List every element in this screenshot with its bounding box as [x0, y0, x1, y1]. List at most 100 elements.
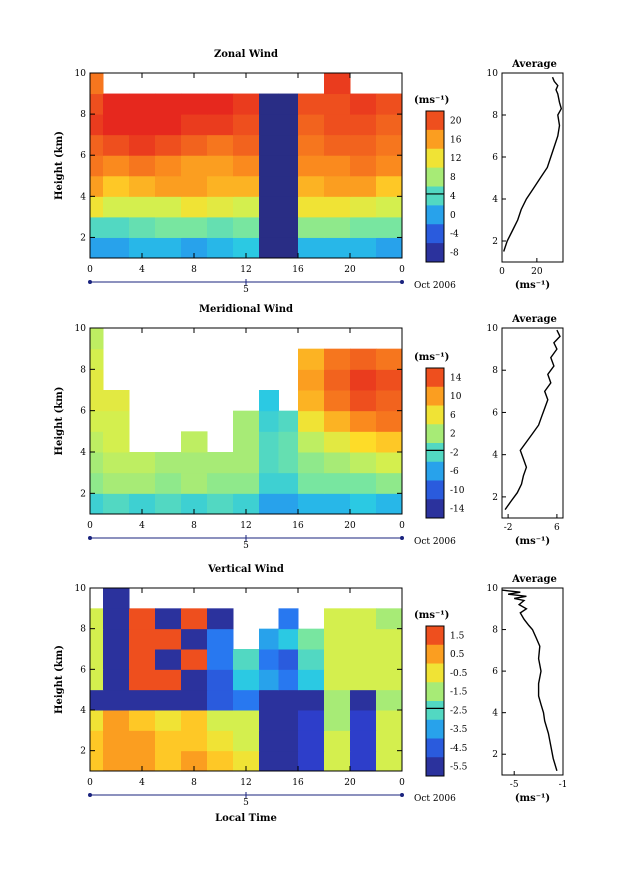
colorbar-unit: (ms⁻¹) [414, 95, 449, 106]
heatmap-cell [207, 155, 234, 177]
colorbar-segment [426, 129, 444, 150]
heatmap-cell [129, 93, 156, 115]
colorbar-frame [425, 110, 445, 263]
colorbar-segment [426, 719, 444, 739]
heatmap-cell [259, 410, 279, 432]
day-bar-start [88, 793, 92, 797]
heatmap-cell [181, 175, 208, 197]
avg-y-tick-label: 6 [492, 153, 498, 163]
heatmap-cell [350, 348, 377, 370]
heatmap-cell [207, 710, 234, 731]
heatmap-cell [259, 114, 279, 136]
heatmap-cell [324, 628, 351, 650]
heatmap-cell [324, 452, 351, 474]
day-bar-end [400, 793, 404, 797]
heatmap-cell [129, 669, 156, 691]
y-tick-label: 4 [80, 448, 86, 458]
avg-x-tick-label: 0 [499, 267, 505, 277]
heatmap-cell [278, 237, 299, 259]
heatmap-cell [233, 750, 260, 772]
heatmap-cell [298, 493, 325, 515]
heatmap-cell [259, 493, 279, 515]
heatmap-cell [181, 730, 208, 752]
heatmap-cell [129, 730, 156, 752]
heatmap-cell [350, 710, 377, 731]
colorbar-unit: (ms⁻¹) [414, 352, 449, 363]
heatmap-cell [298, 196, 325, 218]
heatmap-cell [298, 93, 325, 115]
heatmap-cell [103, 155, 130, 177]
heatmap-cell [278, 216, 299, 238]
heatmap-cell [103, 588, 130, 609]
heatmap-cell [90, 175, 104, 197]
heatmap-cell [376, 114, 403, 136]
heatmap-cell [259, 472, 279, 494]
heatmap-cell [259, 155, 279, 177]
heatmap-cell [298, 472, 325, 494]
heatmap-cell [278, 114, 299, 136]
colorbar-tick-label: -14 [450, 505, 465, 515]
avg-y-tick-label: 4 [492, 195, 498, 205]
heatmap-cell [350, 369, 377, 391]
heatmap-cell [103, 750, 130, 772]
heatmap-cell [233, 649, 260, 670]
colorbar-tick-label: -2.5 [450, 706, 468, 716]
day-bar-start [88, 280, 92, 284]
colorbar-tick-label: -3.5 [450, 725, 468, 735]
colorbar-tick-label: 14 [450, 373, 462, 383]
heatmap-cell [324, 196, 351, 218]
heatmap-cell [298, 134, 325, 156]
colorbar-tick-label: 16 [450, 135, 462, 145]
colorbar-segment [426, 663, 444, 683]
heatmap-cell [298, 175, 325, 197]
heatmap-cell [233, 134, 260, 156]
average-title: Average [511, 574, 557, 585]
heatmap-cell [350, 750, 377, 772]
heatmap-cell [155, 730, 182, 752]
average-frame [501, 327, 564, 519]
heatmap-cell [259, 431, 279, 453]
avg-y-tick-label: 6 [492, 408, 498, 418]
heatmap-cell [298, 431, 325, 453]
heatmap-cell [278, 175, 299, 197]
avg-y-tick-label: 10 [487, 324, 499, 334]
heatmap-cell [259, 216, 279, 238]
heatmap-cells [90, 328, 403, 515]
heatmap-cell [207, 114, 234, 136]
heatmap-cell [181, 93, 208, 115]
heatmap-cell [324, 134, 351, 156]
heatmap-cell [233, 710, 260, 731]
colorbar-segment [426, 186, 444, 206]
heatmap-cell [324, 669, 351, 691]
average-profile-line [503, 76, 563, 252]
heatmap-cell [129, 689, 156, 711]
heatmap-cell [350, 628, 377, 650]
x-tick-label: 12 [240, 778, 251, 788]
colorbar-frame [425, 625, 445, 777]
y-tick-label: 6 [80, 407, 86, 417]
heatmap-cell [278, 472, 299, 494]
heatmap-cell [155, 710, 182, 731]
x-tick-label: 12 [240, 521, 251, 531]
panel-1: Meridional Wind 2 4 6 8 10 0 4 8 12 16 20 0 Height (k… [54, 304, 564, 551]
heatmap-cell [259, 750, 279, 772]
x-tick-label: 4 [139, 521, 145, 531]
heatmap-cell [233, 472, 260, 494]
heatmap-cell [90, 730, 104, 752]
colorbar-tick-label: 1.5 [450, 631, 465, 641]
heatmap-cell [181, 472, 208, 494]
heatmap-cell [181, 431, 208, 453]
heatmap-cell [278, 628, 299, 650]
heatmap-cell [376, 750, 403, 772]
heatmap-cell [103, 669, 130, 691]
heatmap-cell [324, 410, 351, 432]
colorbar-tick-label: 12 [450, 154, 461, 164]
heatmap-cell [103, 175, 130, 197]
heatmap-cell [376, 649, 403, 670]
heatmap-cell [376, 134, 403, 156]
heatmap-cell [259, 93, 279, 115]
heatmap-cell [324, 750, 351, 772]
avg-y-tick-label: 2 [492, 237, 498, 247]
heatmap-cell [350, 689, 377, 711]
